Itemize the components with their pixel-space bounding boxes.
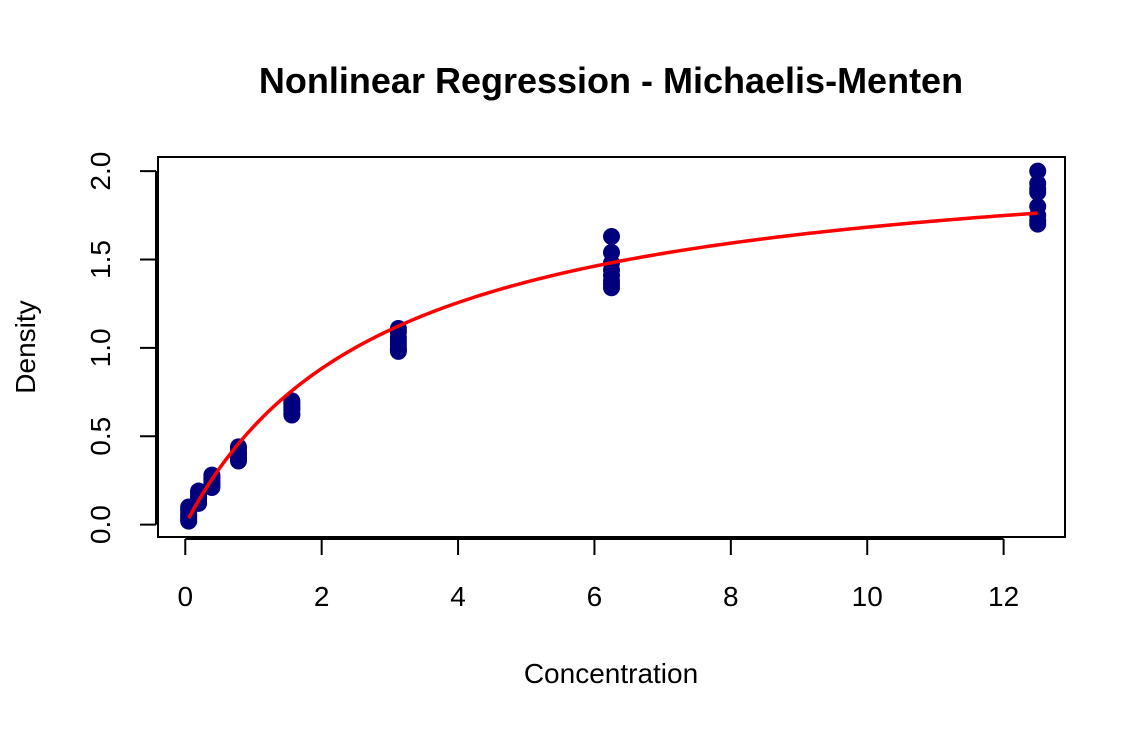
y-axis-label: Density [10, 300, 41, 393]
x-tick-label: 12 [988, 581, 1019, 612]
x-tick-label: 8 [723, 581, 739, 612]
data-point [283, 392, 301, 410]
chart-title: Nonlinear Regression - Michaelis-Menten [259, 60, 963, 101]
data-points [180, 162, 1047, 530]
x-tick-label: 0 [177, 581, 193, 612]
fit-curve [187, 211, 1038, 520]
y-axis: 0.0 0.5 1.0 1.5 2.0 [85, 152, 157, 544]
x-axis: 0 2 4 6 8 10 12 [177, 538, 1019, 612]
x-tick-label: 10 [852, 581, 883, 612]
y-tick-label: 2.0 [85, 152, 116, 191]
x-tick-label: 4 [450, 581, 466, 612]
data-point [603, 243, 620, 261]
data-point [1029, 175, 1047, 193]
y-tick-label: 0.5 [85, 417, 116, 456]
x-tick-label: 6 [587, 581, 603, 612]
x-axis-label: Concentration [524, 658, 698, 689]
data-point [1029, 197, 1047, 215]
y-tick-label: 0.0 [85, 505, 116, 544]
plot-frame [157, 156, 1066, 538]
data-point [603, 228, 620, 246]
x-tick-label: 2 [314, 581, 330, 612]
y-tick-label: 1.0 [85, 328, 116, 367]
y-tick-label: 1.5 [85, 240, 116, 279]
data-point [1029, 162, 1047, 180]
